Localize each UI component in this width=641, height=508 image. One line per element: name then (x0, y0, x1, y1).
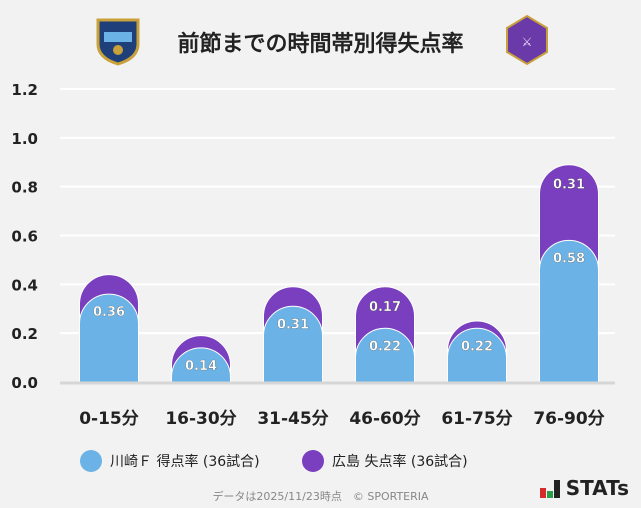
legend-swatch (80, 450, 102, 472)
bar-home (355, 327, 415, 383)
data-label: 0.58 (553, 251, 585, 266)
data-label: 0.17 (369, 300, 401, 315)
x-tick-label: 76-90分 (533, 409, 604, 429)
data-label: 0.31 (553, 178, 585, 193)
data-label: 0.22 (369, 339, 401, 354)
chart-title: 前節までの時間帯別得失点率 (177, 32, 464, 57)
legend-item-away: 広島 失点率 (36試合) (302, 450, 468, 472)
x-tick-label: 31-45分 (257, 409, 328, 429)
footer-credit: データは2025/11/23時点 © SPORTERIA (212, 490, 429, 503)
legend-label: 広島 失点率 (36試合) (332, 454, 468, 470)
bar-chart: 0.0 0.2 0.4 0.6 0.8 1.0 1.2 0.36 0-15分 0.14 16-30分… (11, 81, 615, 429)
svg-text:⚔: ⚔ (522, 35, 533, 49)
data-label: 0.14 (185, 359, 217, 374)
data-label: 0.36 (93, 305, 125, 320)
data-label: 0.22 (461, 339, 493, 354)
x-tick-label: 46-60分 (349, 409, 420, 429)
bar-home (447, 327, 507, 383)
bar-home (263, 305, 323, 383)
y-tick-label: 1.0 (11, 130, 38, 148)
bar-home (539, 239, 599, 383)
y-tick-label: 0.8 (11, 179, 38, 197)
y-tick-label: 0.2 (11, 325, 38, 343)
bar-home (79, 293, 139, 383)
data-label: 0.31 (277, 317, 309, 332)
y-tick-label: 0.6 (11, 228, 38, 246)
stats-logo: STATs (539, 478, 629, 498)
y-tick-label: 0.4 (11, 276, 38, 294)
legend-item-home: 川崎Ｆ 得点率 (36試合) (80, 450, 260, 472)
home-team-logo (94, 14, 142, 66)
legend-swatch (302, 450, 324, 472)
y-tick-label: 1.2 (11, 81, 38, 99)
x-tick-label: 0-15分 (79, 409, 139, 429)
x-tick-label: 16-30分 (165, 409, 236, 429)
stats-bars-icon (539, 480, 560, 498)
x-tick-label: 61-75分 (441, 409, 512, 429)
away-team-logo: ⚔ (503, 14, 551, 66)
bar-home (171, 347, 231, 383)
y-tick-label: 0.0 (11, 374, 38, 392)
legend-label: 川崎Ｆ 得点率 (36試合) (110, 454, 260, 470)
